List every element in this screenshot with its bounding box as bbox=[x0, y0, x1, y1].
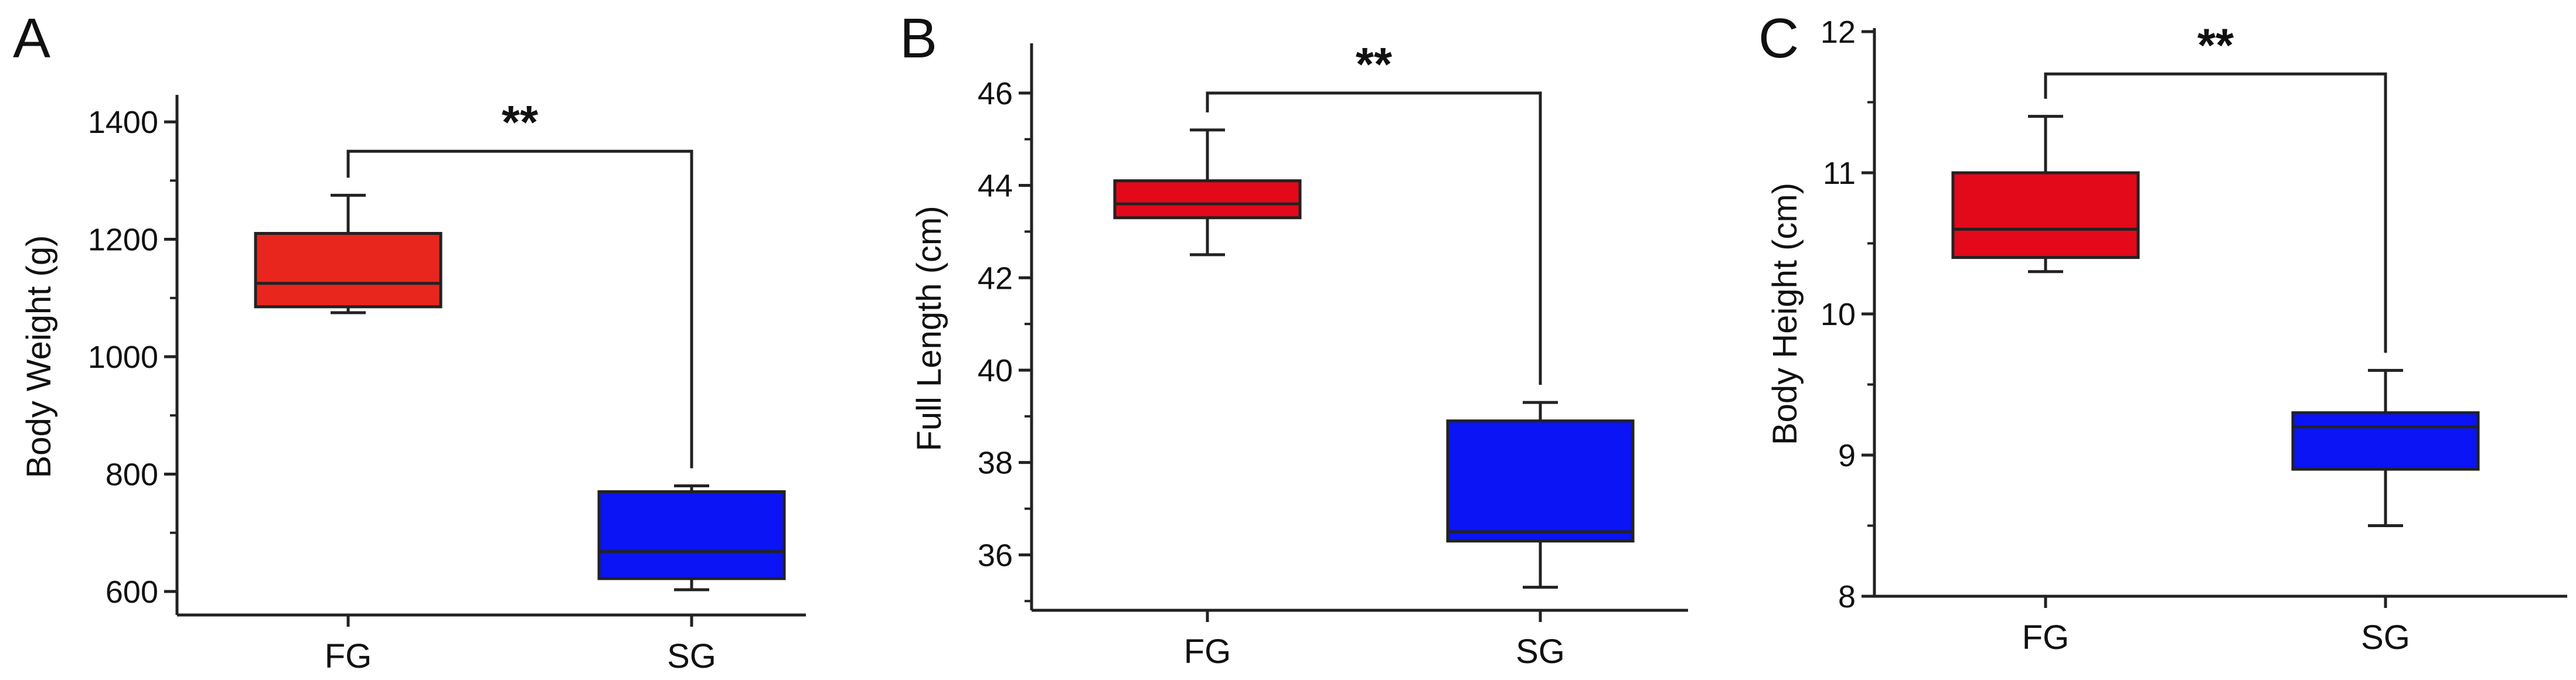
box-fg: FG bbox=[254, 193, 443, 675]
y-axis-title: Body Height (cm) bbox=[1766, 183, 1804, 445]
significance-bracket: ** bbox=[1206, 38, 1542, 385]
significance-bracket: ** bbox=[346, 96, 693, 469]
box-body bbox=[2291, 411, 2480, 471]
y-tick-label: 1000 bbox=[88, 340, 158, 375]
y-tick-label: 42 bbox=[978, 261, 1013, 296]
y-tick-label: 11 bbox=[1823, 156, 1856, 191]
y-tick-label: 1200 bbox=[88, 223, 158, 258]
y-tick-label: 44 bbox=[978, 169, 1013, 204]
significance-bracket: ** bbox=[2044, 19, 2387, 353]
box-body bbox=[1113, 179, 1302, 220]
bracket-line bbox=[1206, 91, 1542, 385]
box-sg: SG bbox=[597, 484, 786, 675]
box-body bbox=[1951, 171, 2140, 259]
y-tick-label: 9 bbox=[1838, 438, 1856, 473]
box-body bbox=[597, 490, 786, 580]
y-axis-title: Full Length (cm) bbox=[910, 206, 948, 451]
significance-label: ** bbox=[1356, 38, 1393, 90]
bracket-line bbox=[2044, 72, 2387, 353]
y-tick-label: 1400 bbox=[88, 105, 158, 140]
significance-label: ** bbox=[2197, 19, 2234, 71]
x-category-label: FG bbox=[2022, 619, 2070, 657]
panel-letter: C bbox=[1758, 7, 1799, 70]
y-tick-label: 8 bbox=[1838, 579, 1856, 614]
y-tick-label: 800 bbox=[106, 457, 158, 492]
x-category-label: FG bbox=[325, 637, 372, 675]
x-category-label: SG bbox=[1516, 633, 1565, 671]
significance-label: ** bbox=[502, 96, 539, 148]
y-tick-label: 38 bbox=[978, 446, 1013, 481]
y-tick-label: 36 bbox=[978, 538, 1013, 573]
chart-panel-c: C 8 9 10 11 12 Body Height (cm) FG SG ** bbox=[1758, 7, 2567, 657]
box-fg: FG bbox=[1113, 128, 1302, 671]
box-sg: SG bbox=[1446, 401, 1635, 671]
box-sg: SG bbox=[2291, 368, 2480, 657]
box-body bbox=[1446, 419, 1635, 543]
y-axis-title: Body Weight (g) bbox=[20, 235, 58, 479]
box-fg: FG bbox=[1951, 115, 2140, 657]
x-category-label: SG bbox=[667, 637, 716, 675]
x-category-label: SG bbox=[2361, 619, 2410, 657]
y-tick-label: 600 bbox=[106, 575, 158, 610]
panel-letter: B bbox=[900, 7, 937, 70]
y-tick-label: 12 bbox=[1820, 15, 1856, 50]
chart-panel-a: A 600 800 1000 1200 1400 Body Weight (g) FG SG ** bbox=[13, 7, 806, 675]
y-tick-label: 40 bbox=[978, 353, 1013, 388]
panel-letter: A bbox=[13, 7, 50, 70]
bracket-line bbox=[346, 149, 693, 469]
y-tick-label: 10 bbox=[1820, 297, 1856, 332]
chart-panel-b: B 36 38 40 42 44 46 Full Length (cm) FG SG ** bbox=[900, 7, 1688, 671]
x-category-label: FG bbox=[1184, 633, 1231, 671]
box-body bbox=[254, 232, 443, 309]
y-tick-label: 46 bbox=[978, 76, 1013, 111]
